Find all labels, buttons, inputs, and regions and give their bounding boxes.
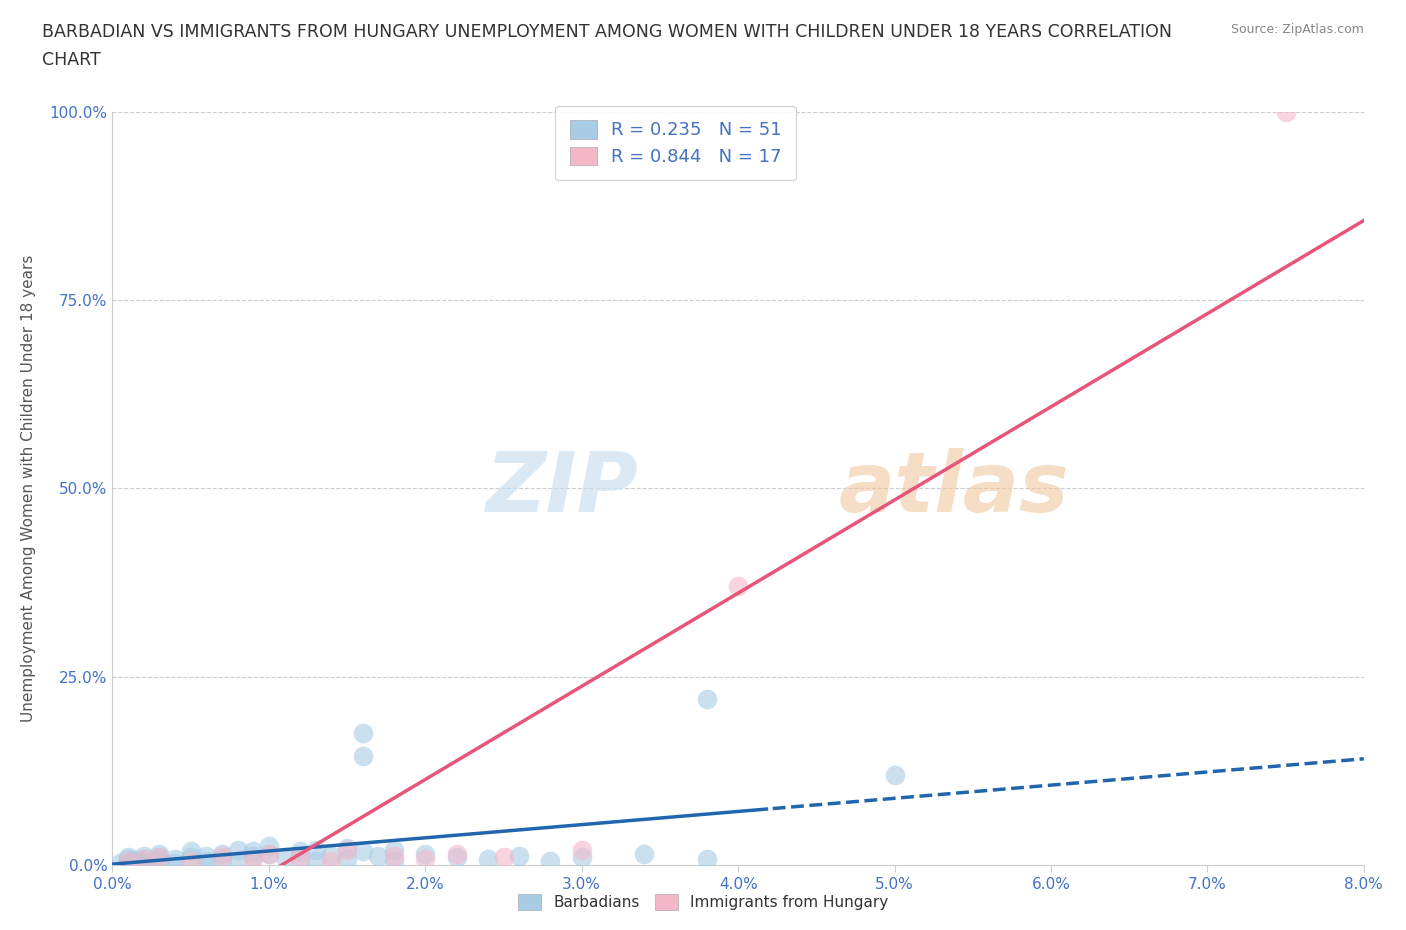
Point — [117, 852, 139, 867]
Point — [290, 844, 312, 858]
Point — [257, 846, 280, 861]
Point — [413, 846, 436, 861]
Point — [132, 855, 155, 870]
Point — [336, 841, 359, 856]
Text: BARBADIAN VS IMMIGRANTS FROM HUNGARY UNEMPLOYMENT AMONG WOMEN WITH CHILDREN UNDE: BARBADIAN VS IMMIGRANTS FROM HUNGARY UNE… — [42, 23, 1173, 41]
Y-axis label: Unemployment Among Women with Children Under 18 years: Unemployment Among Women with Children U… — [21, 255, 35, 722]
Point — [226, 843, 249, 857]
Point — [336, 843, 359, 857]
Point — [538, 854, 561, 869]
Point — [382, 843, 405, 857]
Point — [305, 854, 328, 869]
Point — [571, 843, 593, 857]
Point — [132, 852, 155, 867]
Point — [242, 848, 264, 863]
Point — [211, 846, 233, 861]
Point — [1274, 104, 1296, 119]
Point — [290, 850, 312, 865]
Point — [148, 850, 170, 865]
Point — [696, 852, 718, 867]
Point — [352, 844, 374, 858]
Point — [321, 848, 343, 863]
Point — [242, 844, 264, 858]
Point — [148, 850, 170, 865]
Point — [321, 854, 343, 869]
Point — [508, 848, 530, 863]
Point — [132, 848, 155, 863]
Point — [446, 846, 468, 861]
Point — [132, 852, 155, 867]
Point — [883, 767, 905, 782]
Point — [117, 850, 139, 865]
Point — [242, 852, 264, 867]
Point — [413, 852, 436, 867]
Point — [211, 848, 233, 863]
Point — [117, 854, 139, 869]
Point — [336, 852, 359, 867]
Text: Source: ZipAtlas.com: Source: ZipAtlas.com — [1230, 23, 1364, 36]
Point — [257, 846, 280, 861]
Point — [446, 850, 468, 865]
Point — [477, 852, 499, 867]
Text: atlas: atlas — [838, 447, 1069, 529]
Legend: Barbadians, Immigrants from Hungary: Barbadians, Immigrants from Hungary — [510, 886, 896, 918]
Point — [125, 853, 148, 868]
Point — [180, 844, 202, 858]
Point — [195, 854, 218, 869]
Point — [290, 852, 312, 867]
Point — [367, 848, 389, 863]
Point — [696, 692, 718, 707]
Point — [382, 854, 405, 869]
Point — [352, 725, 374, 740]
Point — [132, 856, 155, 870]
Point — [163, 856, 186, 870]
Point — [352, 749, 374, 764]
Text: CHART: CHART — [42, 51, 101, 69]
Point — [226, 854, 249, 869]
Point — [305, 843, 328, 857]
Point — [117, 856, 139, 870]
Point — [148, 846, 170, 861]
Point — [727, 578, 749, 593]
Legend: R = 0.235   N = 51, R = 0.844   N = 17: R = 0.235 N = 51, R = 0.844 N = 17 — [555, 106, 796, 180]
Point — [633, 846, 655, 861]
Point — [195, 848, 218, 863]
Point — [180, 850, 202, 865]
Point — [211, 852, 233, 867]
Point — [492, 850, 515, 865]
Point — [273, 850, 295, 865]
Point — [571, 850, 593, 865]
Point — [148, 854, 170, 869]
Point — [163, 852, 186, 867]
Point — [382, 848, 405, 863]
Point — [110, 856, 132, 870]
Point — [257, 839, 280, 854]
Point — [180, 854, 202, 869]
Point — [117, 854, 139, 869]
Text: ZIP: ZIP — [485, 447, 638, 529]
